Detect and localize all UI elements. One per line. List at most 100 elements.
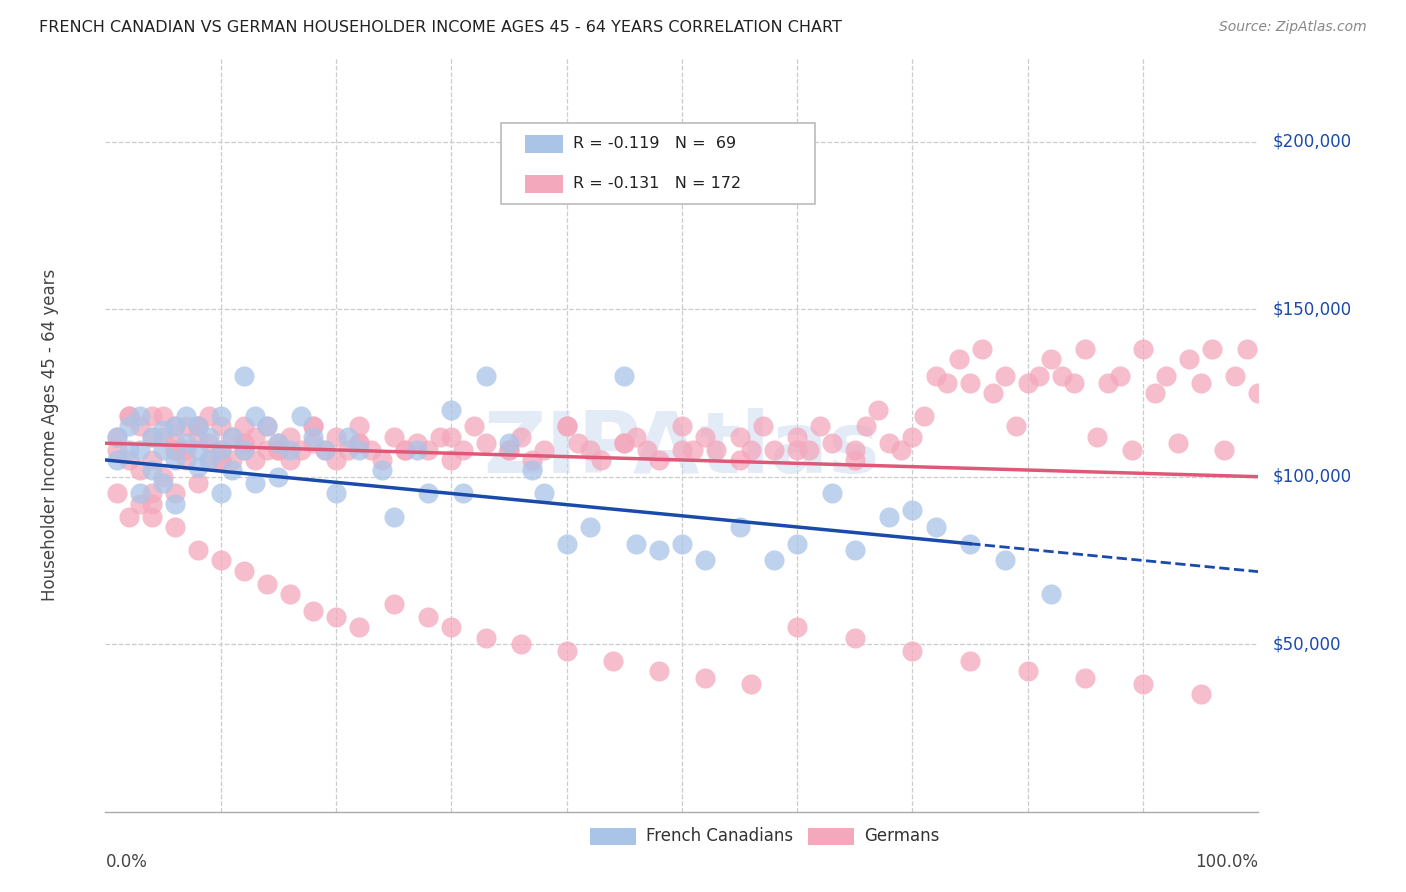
Point xyxy=(463,419,485,434)
Point xyxy=(117,510,139,524)
Point xyxy=(693,429,716,443)
Point xyxy=(314,442,336,457)
Point xyxy=(1039,352,1062,367)
Point xyxy=(129,419,152,434)
Point xyxy=(163,419,186,434)
Point xyxy=(555,644,578,658)
Point xyxy=(1212,442,1234,457)
Point xyxy=(163,436,186,450)
Point xyxy=(198,409,221,424)
Point xyxy=(786,537,808,551)
Point xyxy=(394,442,416,457)
Point xyxy=(187,419,209,434)
Point xyxy=(163,419,186,434)
Point xyxy=(1154,369,1177,384)
Point xyxy=(117,409,139,424)
Point xyxy=(347,442,370,457)
Point xyxy=(209,419,232,434)
Point xyxy=(636,442,658,457)
Point xyxy=(163,496,186,510)
Point xyxy=(347,436,370,450)
Point xyxy=(278,442,301,457)
Point xyxy=(520,453,543,467)
Point xyxy=(533,442,555,457)
Point xyxy=(1074,671,1097,685)
Point xyxy=(1005,419,1028,434)
Point xyxy=(591,453,613,467)
Text: $200,000: $200,000 xyxy=(1272,133,1351,151)
Point xyxy=(394,442,416,457)
Point xyxy=(232,369,254,384)
Point xyxy=(141,510,163,524)
Point xyxy=(129,442,152,457)
Point xyxy=(475,369,498,384)
Point xyxy=(347,620,370,634)
Point xyxy=(740,677,762,691)
Point xyxy=(706,442,728,457)
Point xyxy=(198,436,221,450)
Point xyxy=(648,664,671,678)
Point xyxy=(844,631,866,645)
Point xyxy=(336,429,359,443)
Point xyxy=(232,442,254,457)
Point xyxy=(866,402,889,417)
Point xyxy=(959,537,981,551)
Point xyxy=(959,654,981,668)
Point xyxy=(671,537,693,551)
Point xyxy=(141,453,163,467)
Point xyxy=(498,442,520,457)
Text: $50,000: $50,000 xyxy=(1272,635,1341,653)
Point xyxy=(475,436,498,450)
Point xyxy=(105,486,128,500)
Point xyxy=(451,442,474,457)
Point xyxy=(844,453,866,467)
Point xyxy=(693,671,716,685)
Point xyxy=(256,442,278,457)
Point xyxy=(129,463,152,477)
Point xyxy=(163,442,186,457)
Point xyxy=(1097,376,1119,390)
Point xyxy=(141,496,163,510)
Point xyxy=(152,442,174,457)
Point xyxy=(797,442,820,457)
Point xyxy=(405,436,427,450)
Point xyxy=(278,587,301,601)
Point xyxy=(786,442,808,457)
Point xyxy=(981,386,1004,401)
Point xyxy=(440,620,463,634)
Point xyxy=(959,376,981,390)
Point xyxy=(1017,664,1039,678)
Point xyxy=(302,419,325,434)
Text: French Canadians: French Canadians xyxy=(647,828,793,846)
Point xyxy=(751,419,773,434)
Point xyxy=(314,442,336,457)
Point xyxy=(152,429,174,443)
Point xyxy=(808,419,831,434)
Point xyxy=(209,453,232,467)
Point xyxy=(912,409,935,424)
Point xyxy=(187,419,209,434)
Point xyxy=(1236,343,1258,357)
Point xyxy=(901,503,924,517)
Point xyxy=(1143,386,1166,401)
Point xyxy=(924,369,946,384)
Point xyxy=(209,453,232,467)
Text: 100.0%: 100.0% xyxy=(1195,853,1258,871)
Point xyxy=(879,510,901,524)
Point xyxy=(209,553,232,567)
Point xyxy=(671,442,693,457)
Point xyxy=(267,436,290,450)
Point xyxy=(1132,343,1154,357)
Point xyxy=(1074,343,1097,357)
Point xyxy=(245,429,267,443)
Point xyxy=(994,369,1017,384)
Point xyxy=(198,453,221,467)
Point xyxy=(728,520,751,534)
Point xyxy=(163,486,186,500)
Point xyxy=(290,442,312,457)
Point xyxy=(267,436,290,450)
Point xyxy=(221,429,243,443)
Point xyxy=(187,429,209,443)
Point xyxy=(232,564,254,578)
Point xyxy=(187,476,209,491)
